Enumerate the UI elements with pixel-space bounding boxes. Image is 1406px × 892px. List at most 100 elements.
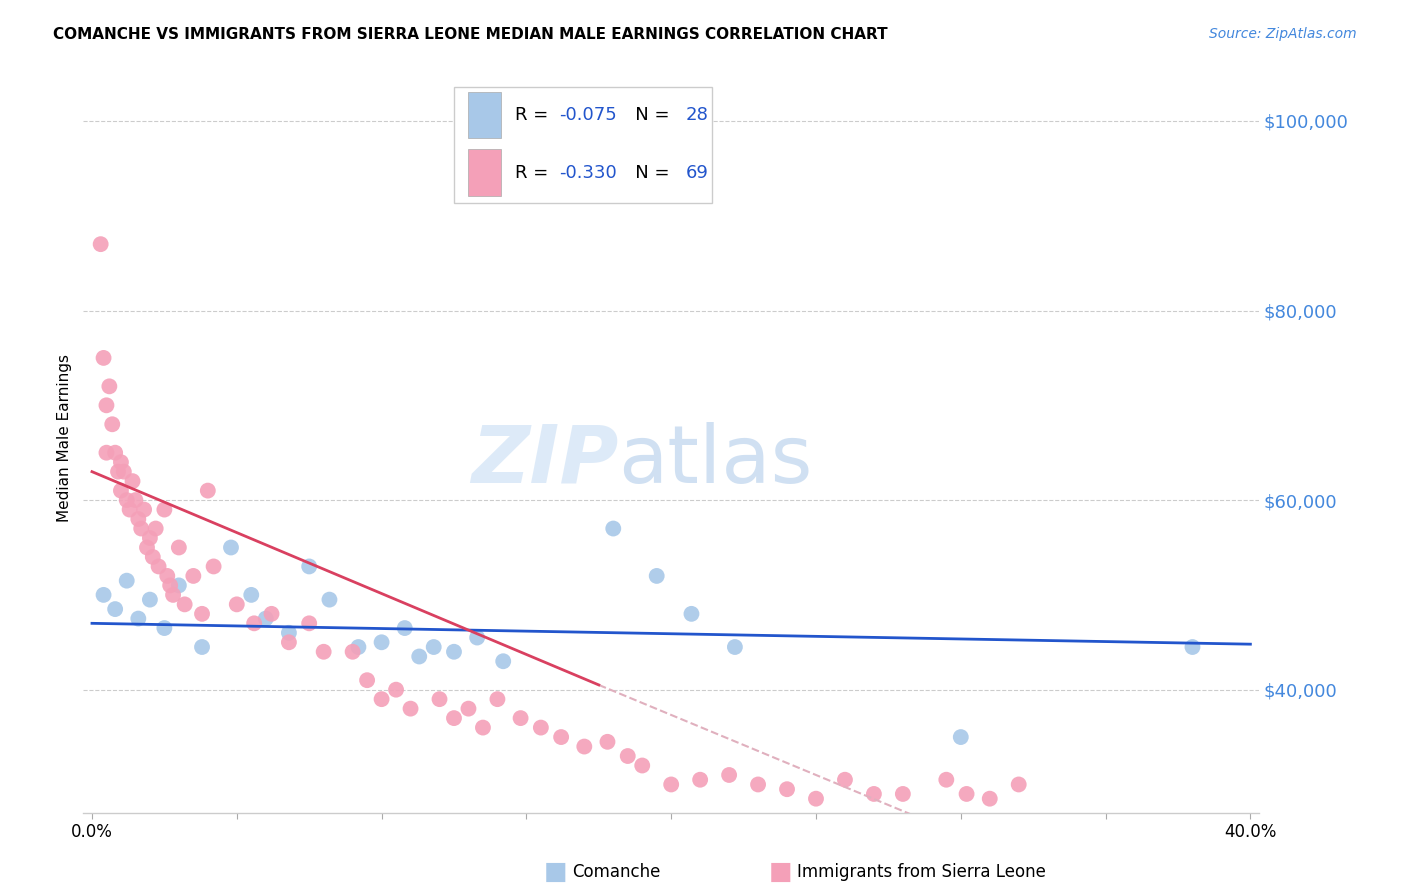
Point xyxy=(298,616,321,631)
Point xyxy=(465,631,488,645)
Point xyxy=(399,701,422,715)
Point xyxy=(422,640,444,654)
Point xyxy=(156,569,179,583)
Point xyxy=(394,621,416,635)
Point xyxy=(277,635,299,649)
Point xyxy=(90,237,112,252)
Point xyxy=(110,483,132,498)
Point xyxy=(183,569,205,583)
Point xyxy=(312,645,335,659)
Point xyxy=(219,541,242,555)
Point xyxy=(225,598,247,612)
Y-axis label: Median Male Earnings: Median Male Earnings xyxy=(58,354,72,523)
Point xyxy=(718,768,741,782)
Point xyxy=(159,578,181,592)
Point xyxy=(408,649,430,664)
Point xyxy=(385,682,408,697)
Point xyxy=(104,602,127,616)
Point xyxy=(112,465,135,479)
Point xyxy=(153,502,176,516)
Point xyxy=(443,711,465,725)
Point xyxy=(96,446,118,460)
Point xyxy=(124,493,146,508)
Text: atlas: atlas xyxy=(619,422,813,500)
Point xyxy=(429,692,451,706)
Point xyxy=(243,616,266,631)
Point xyxy=(574,739,596,754)
Point xyxy=(863,787,886,801)
Point xyxy=(492,654,515,668)
Point xyxy=(1008,777,1031,791)
Point xyxy=(724,640,747,654)
Point xyxy=(955,787,977,801)
Point xyxy=(277,625,299,640)
Point xyxy=(173,598,195,612)
Point xyxy=(98,379,121,393)
Point xyxy=(616,749,638,764)
Point xyxy=(776,782,799,797)
Point xyxy=(949,730,972,744)
Point xyxy=(471,721,494,735)
Text: -0.075: -0.075 xyxy=(560,106,617,124)
Point xyxy=(167,578,190,592)
Point xyxy=(318,592,340,607)
Point xyxy=(509,711,531,725)
Point xyxy=(191,640,214,654)
FancyBboxPatch shape xyxy=(468,92,501,138)
Point xyxy=(240,588,263,602)
Text: -0.330: -0.330 xyxy=(560,163,617,182)
Point xyxy=(602,522,624,536)
Point xyxy=(132,502,155,516)
Text: N =: N = xyxy=(619,106,675,124)
Point xyxy=(148,559,170,574)
Point xyxy=(93,351,115,365)
Point xyxy=(136,541,159,555)
Point xyxy=(347,640,370,654)
FancyBboxPatch shape xyxy=(468,150,501,196)
Point xyxy=(979,791,1001,805)
Point xyxy=(935,772,957,787)
Text: ZIP: ZIP xyxy=(471,422,619,500)
Point xyxy=(254,611,277,625)
Point xyxy=(747,777,769,791)
Point xyxy=(104,446,127,460)
Point xyxy=(298,559,321,574)
Point xyxy=(645,569,668,583)
Text: COMANCHE VS IMMIGRANTS FROM SIERRA LEONE MEDIAN MALE EARNINGS CORRELATION CHART: COMANCHE VS IMMIGRANTS FROM SIERRA LEONE… xyxy=(53,27,889,42)
Text: ■: ■ xyxy=(544,861,567,884)
Point xyxy=(631,758,654,772)
Point xyxy=(260,607,283,621)
Point xyxy=(167,541,190,555)
Point xyxy=(804,791,827,805)
Point xyxy=(129,522,152,536)
Text: Comanche: Comanche xyxy=(572,863,661,881)
Point xyxy=(370,692,392,706)
Point xyxy=(153,621,176,635)
Point xyxy=(457,701,479,715)
Point xyxy=(96,398,118,412)
Point xyxy=(115,493,138,508)
Text: N =: N = xyxy=(619,163,675,182)
Point xyxy=(443,645,465,659)
Point xyxy=(356,673,378,688)
Point xyxy=(139,531,162,545)
Point xyxy=(197,483,219,498)
Text: Immigrants from Sierra Leone: Immigrants from Sierra Leone xyxy=(797,863,1046,881)
Text: 69: 69 xyxy=(685,163,709,182)
Text: ■: ■ xyxy=(769,861,792,884)
Point xyxy=(202,559,225,574)
Point xyxy=(681,607,703,621)
Point xyxy=(834,772,856,787)
Point xyxy=(142,549,165,564)
Point xyxy=(127,512,149,526)
Point xyxy=(486,692,509,706)
Point xyxy=(101,417,124,432)
Point xyxy=(127,611,149,625)
Point xyxy=(139,592,162,607)
Point xyxy=(145,522,167,536)
Point xyxy=(689,772,711,787)
Point xyxy=(550,730,572,744)
FancyBboxPatch shape xyxy=(454,87,713,202)
Point xyxy=(891,787,914,801)
Point xyxy=(370,635,392,649)
